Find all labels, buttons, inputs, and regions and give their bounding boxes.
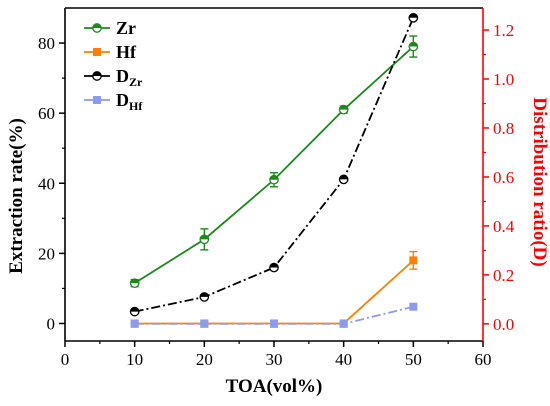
- data-point: [130, 319, 139, 328]
- series-line-DZr: [134, 17, 415, 313]
- legend-item-Zr: Zr: [84, 18, 136, 38]
- legend-item-DZr: DZr: [84, 66, 143, 89]
- legend-label: Zr: [116, 18, 136, 38]
- series-DZr: [129, 12, 419, 317]
- data-point-fill: [269, 263, 279, 268]
- data-point-fill: [269, 175, 279, 180]
- data-point-fill: [130, 278, 139, 284]
- x-tick-label: 30: [266, 350, 283, 369]
- y-tick-label: 0: [47, 314, 56, 333]
- y-axis-ticks: 0 20 40 60 80: [38, 34, 65, 333]
- data-point: [409, 256, 418, 265]
- x-tick-label: 50: [405, 350, 422, 369]
- y2-tick-label: 0.4: [493, 217, 515, 236]
- series-layer: [129, 12, 419, 328]
- y2-axis-ticks: 0.0 0.2 0.4 0.6 0.8 1.0 1.2: [483, 21, 515, 334]
- data-point: [339, 319, 348, 328]
- legend-item-Hf: Hf: [84, 42, 137, 62]
- legend-item-DHf: DHf: [84, 90, 143, 113]
- series-DHf: [130, 302, 418, 328]
- y-axis-title: Extraction rate(%): [6, 118, 27, 274]
- legend-swatch-marker-fill: [92, 71, 102, 76]
- y2-tick-label: 0.2: [493, 266, 514, 285]
- legend-label: Hf: [116, 42, 137, 62]
- legend-label: DZr: [116, 66, 143, 89]
- data-point-fill: [409, 42, 418, 47]
- x-tick-label: 40: [335, 350, 352, 369]
- legend-label: DHf: [116, 90, 143, 113]
- y2-tick-label: 0.6: [493, 168, 514, 187]
- y2-axis-title: Distribution ratio(D): [529, 97, 550, 266]
- y2-tick-label: 1.0: [493, 70, 514, 89]
- x-axis-ticks: 0 10 20 30 40 50 60: [61, 341, 492, 369]
- data-point: [270, 319, 278, 328]
- x-axis-title: TOA(vol%): [226, 376, 323, 397]
- y-tick-label: 40: [38, 174, 55, 193]
- data-point-fill: [200, 292, 209, 297]
- series-line-Zr: [134, 45, 414, 284]
- y2-tick-label: 1.2: [493, 21, 514, 40]
- y2-tick-label: 0.0: [493, 315, 514, 334]
- data-point: [200, 319, 209, 328]
- x-tick-label: 10: [126, 350, 143, 369]
- legend-swatch-marker-fill: [92, 23, 102, 28]
- legend-swatch-marker: [93, 48, 101, 56]
- data-point: [409, 302, 418, 311]
- data-point-fill: [339, 175, 348, 180]
- data-point-fill: [339, 105, 348, 110]
- x-tick-label: 60: [475, 350, 492, 369]
- y-tick-label: 60: [38, 104, 55, 123]
- y-tick-label: 20: [38, 244, 55, 263]
- data-point-fill: [409, 13, 418, 18]
- legend-swatch-marker: [93, 96, 101, 104]
- data-point-fill: [200, 235, 209, 240]
- y-tick-label: 80: [38, 34, 55, 53]
- data-point-fill: [130, 307, 139, 312]
- x-tick-label: 20: [196, 350, 213, 369]
- y2-tick-label: 0.8: [493, 119, 514, 138]
- x-tick-label: 0: [61, 350, 70, 369]
- series-Zr: [129, 35, 419, 289]
